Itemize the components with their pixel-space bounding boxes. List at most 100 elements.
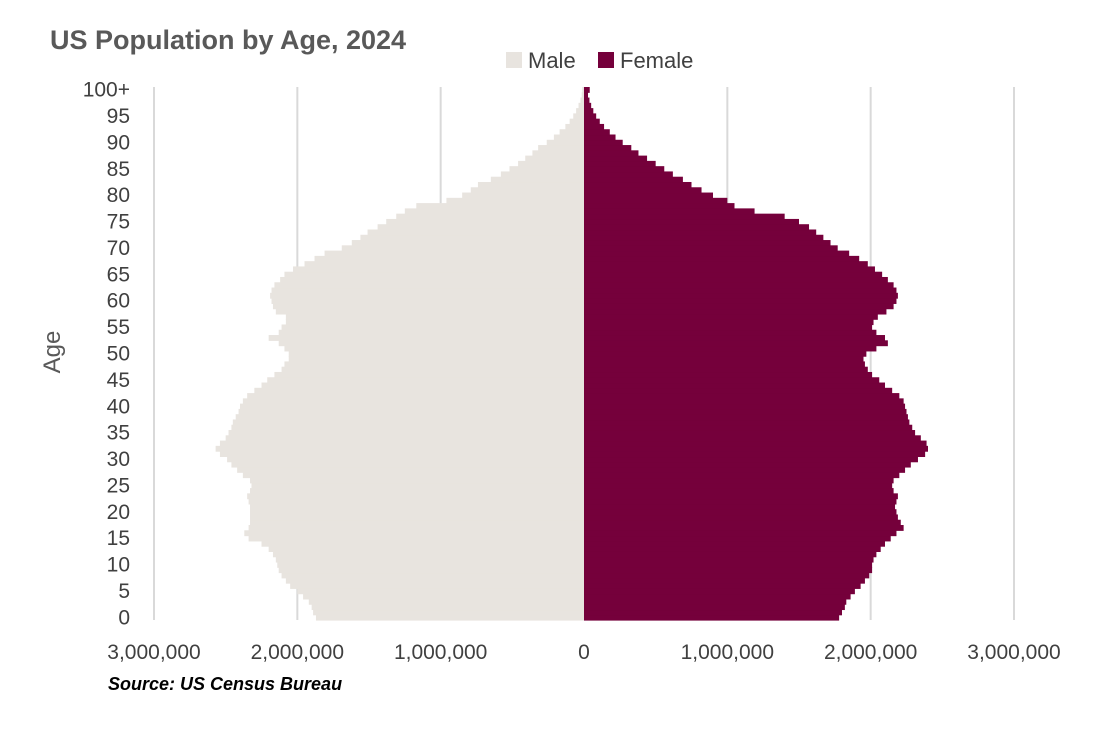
bar-male-age-5 [297,588,584,595]
bar-male-age-1 [313,609,584,616]
bar-male-age-7 [285,577,584,584]
bar-male-age-73 [367,229,584,236]
bar-female-age-30 [584,456,918,463]
bar-female-age-81 [584,187,702,194]
bar-male-age-27 [242,472,584,479]
bar-male-age-63 [274,282,584,289]
bar-male-age-28 [237,466,584,473]
y-tick-label: 75 [107,211,130,234]
bar-male-age-45 [267,377,584,384]
bar-male-age-85 [509,166,584,173]
bar-female-age-17 [584,525,904,531]
y-tick-label: 20 [107,501,130,524]
bar-male-age-2 [311,604,584,611]
y-tick-label: 10 [107,554,130,577]
bar-female-age-0 [584,614,840,621]
bar-female-age-77 [584,208,755,215]
bar-female-age-28 [584,466,906,473]
bar-female-age-34 [584,435,921,442]
legend-swatch-male [506,52,522,68]
bar-female-age-93 [584,123,605,130]
bar-male-age-38 [235,414,584,421]
bar-male-age-46 [274,371,584,378]
bar-male-age-42 [247,393,584,399]
bar-female-age-65 [584,271,883,278]
bar-male-age-22 [248,498,584,505]
bar-male-age-24 [250,488,585,494]
bar-female-age-90 [584,139,623,146]
bar-male-age-83 [490,176,584,183]
bar-male-age-86 [518,160,584,167]
bar-female-age-100+ [584,87,590,93]
bar-female-age-40 [584,403,906,410]
bar-male-age-26 [250,477,585,484]
bar-male-age-8 [281,572,584,579]
bar-male-age-84 [500,171,584,178]
bar-female-age-51 [584,345,877,352]
bar-male-age-19 [250,514,585,521]
bar-male-age-97 [578,102,584,109]
y-tick-label: 25 [107,474,130,497]
bar-male-age-31 [219,451,584,458]
bar-male-age-60 [271,298,584,304]
bar-male-age-3 [308,598,584,605]
bar-female-age-16 [584,530,897,537]
bar-male-age-21 [250,503,585,510]
y-tick-label: 5 [118,580,130,603]
bar-male-age-99 [581,92,584,99]
y-tick-label: 35 [107,422,130,445]
y-tick-label: 15 [107,527,130,550]
male-bars [215,87,585,621]
bar-male-age-66 [293,266,584,273]
bar-female-age-66 [584,266,875,273]
bar-female-age-55 [584,324,873,331]
bar-male-age-0 [315,614,584,621]
bar-male-age-56 [285,319,584,326]
bar-male-age-98 [580,97,584,104]
bar-male-age-14 [261,540,584,547]
bar-male-age-91 [553,134,584,141]
bar-female-age-38 [584,414,908,421]
x-tick-label: 2,000,000 [824,641,917,664]
bar-female-age-79 [584,197,728,204]
bar-female-age-84 [584,171,673,178]
bar-male-age-58 [275,308,584,315]
bar-female-age-75 [584,218,799,225]
bar-male-age-74 [377,224,584,231]
bar-male-age-80 [462,192,584,199]
bar-male-age-47 [281,366,584,373]
bar-female-age-54 [584,329,877,336]
bar-female-age-70 [584,245,838,252]
bar-male-age-35 [228,430,585,436]
bar-female-age-71 [584,240,831,246]
bar-male-age-44 [261,382,584,389]
y-tick-label: 100+ [83,79,130,102]
y-tick-label: 85 [107,158,130,181]
bar-female-age-8 [584,572,870,579]
bar-female-age-22 [584,498,897,505]
bar-female-age-4 [584,593,851,600]
bar-female-age-33 [584,440,927,447]
bar-female-age-49 [584,356,864,363]
x-tick-label: 2,000,000 [251,641,344,664]
bar-female-age-41 [584,398,904,405]
bar-female-age-91 [584,134,616,141]
bar-female-age-43 [584,387,893,394]
x-tick-label: 1,000,000 [394,641,487,664]
bar-female-age-27 [584,472,900,479]
bar-female-age-1 [584,609,842,616]
female-bars [584,87,928,621]
bar-male-age-71 [351,240,584,246]
bar-female-age-29 [584,461,911,468]
bar-female-age-52 [584,340,888,347]
bar-male-age-43 [254,387,585,394]
bar-male-age-87 [525,155,584,162]
bar-male-age-94 [569,118,584,125]
legend-swatch-female [598,52,614,68]
bar-male-age-50 [288,350,584,357]
bar-female-age-96 [584,108,594,114]
bar-male-age-32 [215,445,584,452]
bar-male-age-82 [477,181,584,188]
bar-female-age-94 [584,118,600,125]
y-tick-label: 0 [118,606,130,629]
